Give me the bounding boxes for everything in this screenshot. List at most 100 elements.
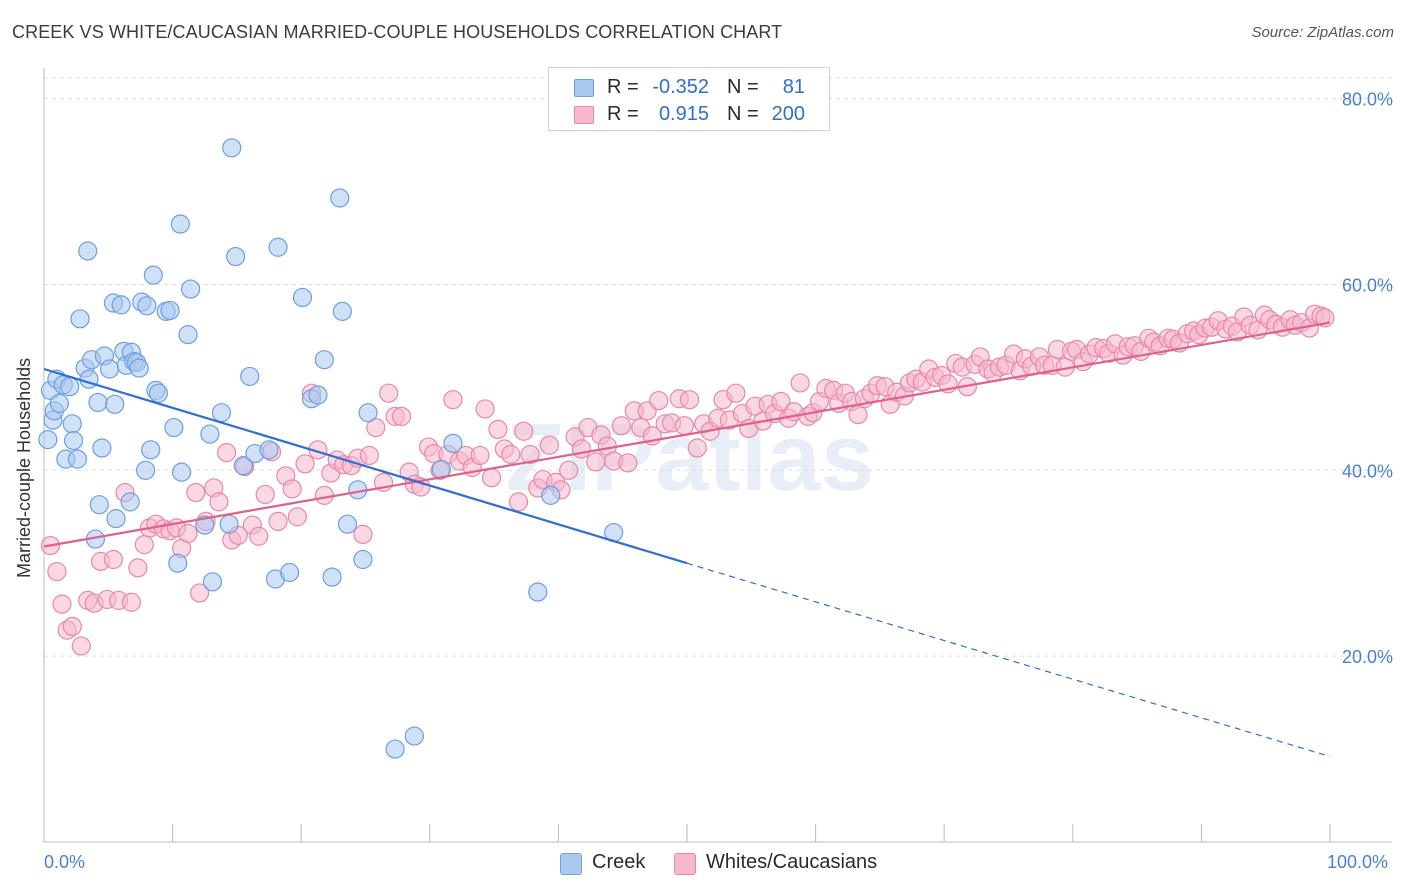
creek-points [38, 138, 624, 759]
whites-point [559, 460, 579, 480]
n-label: N = [727, 103, 759, 125]
creek-point [259, 440, 279, 460]
creek-point [137, 296, 157, 316]
whites-point [679, 390, 700, 410]
creek-point [88, 392, 108, 413]
creek-point [222, 138, 242, 158]
r-label: R = [607, 103, 639, 125]
creek-point [143, 265, 163, 285]
y-tick-label: 20.0% [1342, 647, 1393, 667]
whites-point [128, 558, 148, 578]
whites-point [520, 444, 540, 465]
y-axis-label: Married-couple Households [14, 357, 34, 578]
whites-point [47, 561, 67, 582]
creek-point [322, 567, 342, 587]
creek-point [49, 393, 70, 413]
y-tick-label: 60.0% [1342, 275, 1393, 295]
n-value: 81 [782, 76, 805, 98]
creek-point [211, 403, 232, 423]
creek-point [99, 359, 120, 379]
trend-lines [43, 321, 1331, 758]
creek-point [353, 549, 373, 570]
whites-point [366, 417, 386, 438]
whites-point [443, 390, 463, 410]
creek-point [89, 495, 109, 515]
creek-point [172, 462, 192, 482]
whites-point [353, 524, 373, 545]
creek-point [280, 562, 300, 583]
whites-point [379, 383, 399, 403]
creek-point [268, 237, 288, 257]
whites-point [470, 445, 490, 466]
legend-label-whites: Whites/Caucasians [706, 851, 878, 873]
creek-point [404, 726, 424, 746]
n-value: 200 [771, 103, 805, 125]
r-value: 0.915 [658, 103, 709, 125]
creek-point [202, 572, 223, 592]
creek-trend-line [43, 367, 688, 565]
whites-legend-swatch [674, 853, 696, 875]
whites-trend-line [43, 321, 1331, 548]
whites-point [481, 468, 502, 488]
chart-title: CREEK VS WHITE/CAUCASIAN MARRIED-COUPLE … [12, 22, 783, 42]
whites-point [282, 479, 302, 499]
whites-point [488, 419, 508, 440]
whites-point [674, 416, 695, 436]
y-tick-label: 80.0% [1342, 90, 1393, 110]
whites-swatch [574, 106, 594, 124]
whites-point [726, 383, 746, 403]
whites-point [178, 523, 198, 544]
x-tick-label-min: 0.0% [44, 852, 86, 872]
creek-point [92, 438, 112, 458]
axes [43, 68, 1392, 843]
whites-point [209, 492, 229, 512]
whites-point [71, 636, 91, 656]
creek-point [332, 301, 352, 321]
creek-legend-swatch [560, 853, 582, 875]
whites-point [571, 439, 592, 459]
whites-point [255, 484, 275, 505]
whites-point [618, 453, 638, 473]
creek-point [337, 514, 358, 534]
creek-point [314, 350, 334, 370]
stats-row-creek: R = -0.352 N = 81 [549, 74, 829, 100]
creek-point [63, 430, 84, 451]
creek-point [330, 188, 350, 208]
creek-point [181, 279, 201, 299]
whites-point [649, 390, 669, 411]
creek-point [164, 417, 184, 438]
creek-point [111, 295, 131, 315]
whites-point [52, 594, 72, 614]
whites-point [771, 391, 791, 412]
creek-point [105, 394, 125, 414]
creek-point [141, 440, 161, 460]
whites-point [359, 445, 379, 466]
r-value: -0.352 [652, 76, 709, 98]
whites-point [539, 435, 559, 455]
creek-point [358, 403, 378, 423]
whites-point [62, 616, 82, 637]
whites-point [790, 373, 810, 393]
whites-point [611, 416, 632, 436]
creek-point [38, 430, 58, 450]
creek-swatch [574, 79, 594, 97]
creek-point [170, 214, 190, 234]
whites-point [190, 583, 210, 603]
creek-point [67, 449, 88, 469]
whites-point [586, 452, 606, 472]
creek-point [62, 414, 82, 434]
legend-label-creek: Creek [592, 851, 646, 873]
creek-point [135, 460, 156, 480]
creek-trend-extension [686, 562, 1331, 758]
creek-point [385, 739, 405, 759]
whites-point [249, 526, 269, 546]
whites-point [501, 444, 521, 465]
whites-point [121, 592, 142, 612]
stats-legend: R = -0.352 N = 81 R = 0.915 N = 200 [548, 67, 830, 131]
creek-point [168, 553, 188, 573]
creek-point [178, 325, 198, 345]
creek-point [528, 582, 548, 602]
creek-point [308, 385, 328, 405]
stats-row-whites: R = 0.915 N = 200 [549, 101, 829, 127]
